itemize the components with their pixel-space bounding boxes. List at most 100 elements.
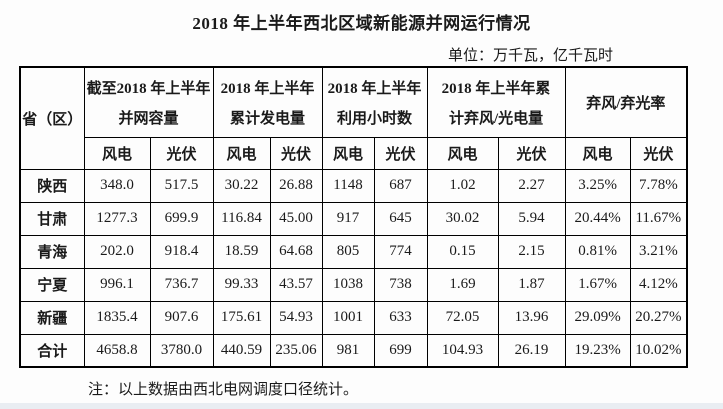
value-cell: 633: [373, 300, 428, 335]
subheader-solar: 光伏: [497, 136, 566, 170]
data-table: 省（区） 截至2018 年上半年 并网容量 2018 年上半年 累计发电量 20…: [19, 66, 689, 368]
value-cell: 26.19: [497, 333, 566, 368]
subheader-wind: 风电: [321, 136, 375, 170]
group-header-line: 计弃风/光电量: [448, 110, 544, 127]
group-header-line: 弃风/弃光率: [586, 95, 666, 112]
value-cell: 1148: [321, 168, 375, 203]
table-row: 陕西 348.0 517.5 30.22 26.88 1148 687 1.02 2.27 3.2…: [19, 168, 688, 203]
value-cell: 30.22: [212, 168, 271, 203]
value-cell: 4.12%: [629, 267, 688, 302]
subheader-solar: 光伏: [149, 136, 214, 170]
value-cell: 45.00: [269, 201, 323, 236]
value-cell: 981: [321, 333, 375, 368]
value-cell: 699: [373, 333, 428, 368]
value-cell: 996.1: [83, 267, 151, 302]
value-cell: 175.61: [212, 300, 271, 335]
group-header-utilization-hours: 2018 年上半年 利用小时数: [321, 66, 428, 138]
value-cell: 1.02: [426, 168, 499, 203]
subheader-solar: 光伏: [629, 136, 688, 170]
table-row: 青海 202.0 918.4 18.59 64.68 805 774 0.15 2.15 0.81…: [19, 234, 688, 269]
value-cell: 11.67%: [629, 201, 688, 236]
value-cell: 2.27: [497, 168, 566, 203]
value-cell: 202.0: [83, 234, 151, 269]
value-cell: 440.59: [212, 333, 271, 368]
group-header-line: 2018 年上半年累: [441, 80, 551, 97]
value-cell: 348.0: [83, 168, 151, 203]
value-cell: 1.87: [497, 267, 566, 302]
table-header: 省（区） 截至2018 年上半年 并网容量 2018 年上半年 累计发电量 20…: [19, 66, 688, 170]
value-cell: 918.4: [149, 234, 214, 269]
value-cell: 687: [373, 168, 428, 203]
group-header-curtailed-energy: 2018 年上半年累 计弃风/光电量: [426, 66, 566, 138]
value-cell: 699.9: [149, 201, 214, 236]
value-cell: 907.6: [149, 300, 214, 335]
value-cell: 1277.3: [83, 201, 151, 236]
subheader-solar: 光伏: [373, 136, 428, 170]
value-cell: 1001: [321, 300, 375, 335]
value-cell: 2.15: [497, 234, 566, 269]
value-cell: 4658.8: [83, 333, 151, 368]
value-cell: 774: [373, 234, 428, 269]
value-cell: 99.33: [212, 267, 271, 302]
group-header-grid-capacity: 截至2018 年上半年 并网容量: [83, 66, 214, 138]
value-cell: 20.44%: [564, 201, 631, 236]
subheader-solar: 光伏: [269, 136, 323, 170]
value-cell: 29.09%: [564, 300, 631, 335]
value-cell: 116.84: [212, 201, 271, 236]
subheader-wind: 风电: [564, 136, 631, 170]
value-cell: 805: [321, 234, 375, 269]
group-header-cumulative-generation: 2018 年上半年 累计发电量: [212, 66, 323, 138]
province-cell: 宁夏: [19, 267, 85, 302]
value-cell: 72.05: [426, 300, 499, 335]
value-cell: 645: [373, 201, 428, 236]
value-cell: 0.15: [426, 234, 499, 269]
group-header-line: 2018 年上半年: [327, 80, 422, 97]
subheader-wind: 风电: [212, 136, 271, 170]
header-row-subcolumns: 风电 光伏 风电 光伏 风电 光伏 风电 光伏 风电 光伏: [20, 136, 688, 170]
table-row: 合计 4658.8 3780.0 440.59 235.06 981 699 104.93 26…: [19, 333, 688, 368]
group-header-line: 累计发电量: [230, 110, 306, 127]
province-cell: 甘肃: [19, 201, 85, 236]
value-cell: 64.68: [269, 234, 323, 269]
group-header-line: 2018 年上半年: [220, 80, 315, 97]
value-cell: 3.25%: [564, 168, 631, 203]
value-cell: 19.23%: [564, 333, 631, 368]
value-cell: 18.59: [212, 234, 271, 269]
value-cell: 13.96: [497, 300, 566, 335]
corner-header-province: 省（区）: [19, 66, 85, 170]
value-cell: 54.93: [269, 300, 323, 335]
value-cell: 917: [321, 201, 375, 236]
value-cell: 1.67%: [564, 267, 631, 302]
value-cell: 235.06: [269, 333, 323, 368]
value-cell: 7.78%: [629, 168, 688, 203]
bottom-strip: [0, 403, 723, 409]
header-row-groups: 省（区） 截至2018 年上半年 并网容量 2018 年上半年 累计发电量 20…: [19, 66, 688, 170]
group-header-line: 利用小时数: [337, 110, 413, 127]
value-cell: 5.94: [497, 201, 566, 236]
value-cell: 738: [373, 267, 428, 302]
value-cell: 104.93: [426, 333, 499, 368]
page-title: 2018 年上半年西北区域新能源并网运行情况: [192, 14, 531, 33]
value-cell: 26.88: [269, 168, 323, 203]
value-cell: 30.02: [426, 201, 499, 236]
value-cell: 3780.0: [149, 333, 214, 368]
table-row: 新疆 1835.4 907.6 175.61 54.93 1001 633 72.05 13.9…: [19, 300, 688, 335]
group-header-line: 截至2018 年上半年: [86, 80, 211, 97]
province-cell: 新疆: [19, 300, 85, 335]
subheader-wind: 风电: [83, 136, 151, 170]
table-body: 陕西 348.0 517.5 30.22 26.88 1148 687 1.02 2.27 3.2…: [19, 168, 688, 368]
value-cell: 10.02%: [629, 333, 688, 368]
value-cell: 3.21%: [629, 234, 688, 269]
value-cell: 43.57: [269, 267, 323, 302]
value-cell: 1.69: [426, 267, 499, 302]
group-header-line: 并网容量: [118, 110, 179, 127]
footnote: 注：以上数据由西北电网调度口径统计。: [88, 382, 359, 398]
table-row: 宁夏 996.1 736.7 99.33 43.57 1038 738 1.69 1.87 1.6…: [19, 267, 688, 302]
value-cell: 0.81%: [564, 234, 631, 269]
value-cell: 517.5: [149, 168, 214, 203]
province-cell: 青海: [19, 234, 85, 269]
value-cell: 1835.4: [83, 300, 151, 335]
value-cell: 736.7: [149, 267, 214, 302]
value-cell: 1038: [321, 267, 375, 302]
unit-label: 单位：万千瓦，亿千瓦时: [448, 48, 614, 64]
